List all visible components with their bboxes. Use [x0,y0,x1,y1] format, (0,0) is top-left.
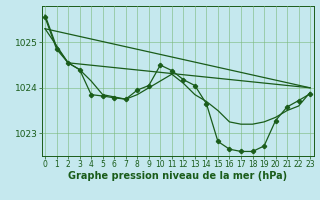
X-axis label: Graphe pression niveau de la mer (hPa): Graphe pression niveau de la mer (hPa) [68,171,287,181]
